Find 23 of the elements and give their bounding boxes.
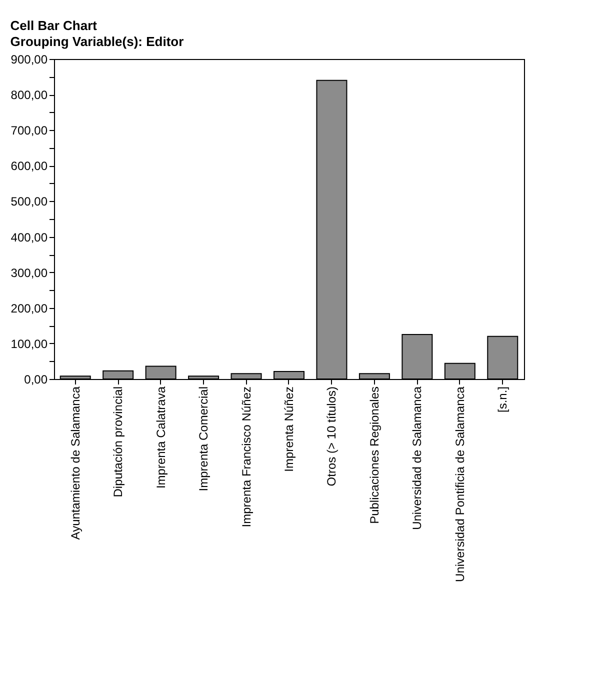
y-tick-label: 500,00 bbox=[10, 194, 48, 209]
x-tick-label: Publicaciones Regionales bbox=[367, 386, 382, 524]
y-tick-label: 100,00 bbox=[10, 336, 48, 351]
y-tick-label: 700,00 bbox=[10, 124, 48, 138]
y-tick-label: 900,00 bbox=[10, 52, 48, 66]
y-tick-label: 200,00 bbox=[10, 301, 48, 316]
x-tick-label: [s.n.] bbox=[496, 386, 510, 413]
chart-subtitle: Grouping Variable(s): Editor bbox=[10, 34, 184, 49]
chart-title: Cell Bar Chart bbox=[10, 18, 98, 33]
y-tick-label: 400,00 bbox=[10, 230, 48, 244]
y-tick-label: 0,00 bbox=[24, 372, 48, 386]
y-tick-label: 600,00 bbox=[10, 159, 48, 174]
x-tick-label: Ayuntamiento de Salamanca bbox=[68, 386, 82, 540]
y-tick-label: 800,00 bbox=[10, 88, 48, 102]
x-tick-label: Imprenta Núñez bbox=[282, 386, 296, 472]
x-tick-label: Imprenta Calatrava bbox=[154, 386, 168, 489]
x-tick-label: Diputación provincial bbox=[111, 386, 126, 498]
y-tick-label: 300,00 bbox=[10, 266, 48, 280]
x-tick-label: Imprenta Comercial bbox=[196, 386, 211, 492]
x-tick-label: Universidad de Salamanca bbox=[410, 386, 424, 530]
x-tick-label: Imprenta Francisco Núñez bbox=[239, 386, 254, 528]
x-tick-label: Universidad Pontificia de Salamanca bbox=[452, 386, 467, 582]
x-tick-label: Otros (> 10 títulos) bbox=[324, 386, 339, 486]
